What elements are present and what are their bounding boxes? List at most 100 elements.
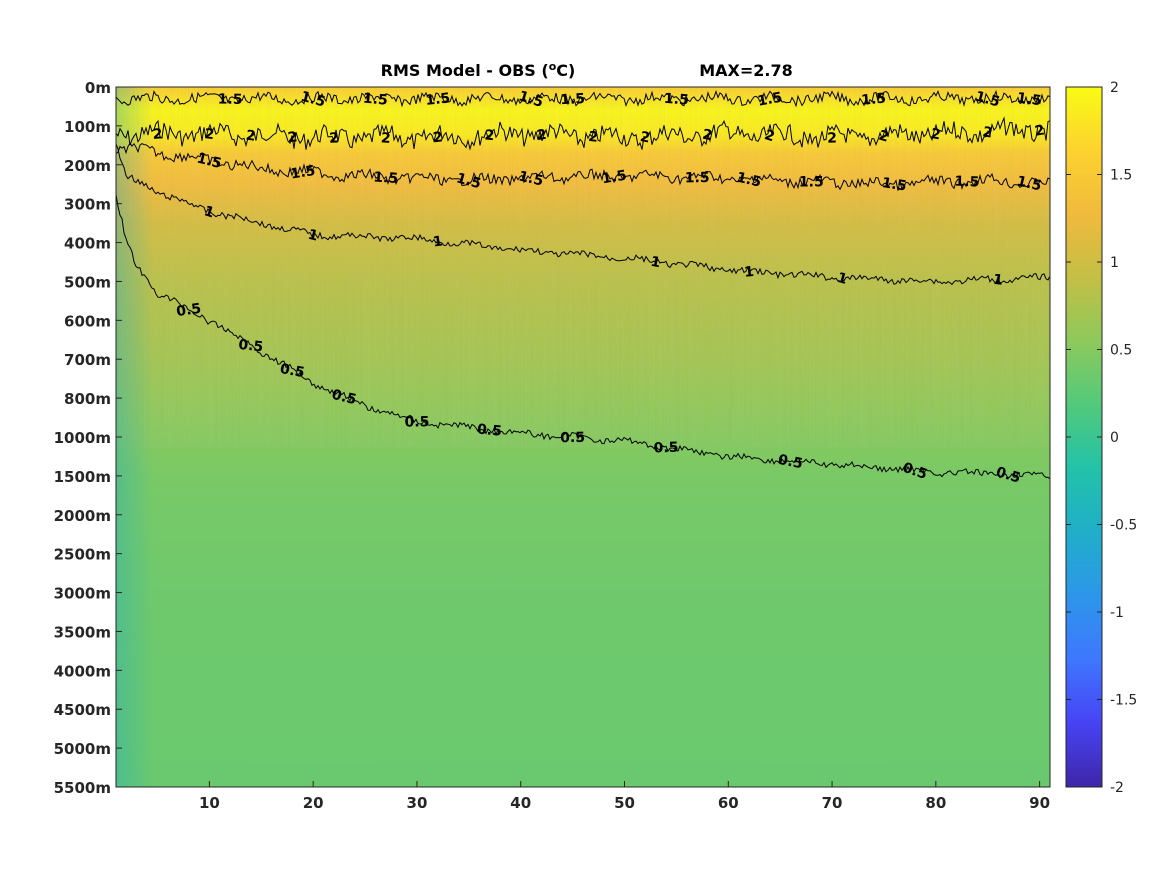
x-tick-label: 90 xyxy=(1029,794,1050,812)
depth-tick-label: 400m xyxy=(64,235,111,253)
contour-label: 1.5 xyxy=(954,174,979,191)
contour-label: 2 xyxy=(877,128,891,146)
depth-tick-label: 5000m xyxy=(54,740,111,758)
depth-tick-label: 500m xyxy=(64,273,111,291)
contour-label: 1.5 xyxy=(663,91,689,109)
contour-label: 1.5 xyxy=(799,175,824,191)
contour-label: 1 xyxy=(835,270,849,288)
colorbar: 2 1.5 1 0.5 0 -0.5 -1 -1.5 -2 xyxy=(1065,80,1137,796)
depth-tick-label: 4000m xyxy=(54,662,111,680)
contour-label: 1.5 xyxy=(973,89,1001,111)
x-tick-label: 70 xyxy=(822,794,843,812)
contour-label: 1 xyxy=(649,254,661,271)
depth-tick-label: 700m xyxy=(64,351,111,369)
contour-label: 2 xyxy=(152,126,163,142)
plot-area: 2 2 2 2 2 2 2 2 2 2 2 2 2 2 2 2 2 2 1.5 1.5 1.5 1.5 1.5 1.5 1.5 1… xyxy=(115,86,1051,788)
contour-label: 2 xyxy=(203,126,215,143)
x-tick-label: 40 xyxy=(510,794,531,812)
contour-label: 1.5 xyxy=(455,170,483,192)
colorbar-tick-label: 2 xyxy=(1110,80,1119,96)
contour-label: 0.5 xyxy=(238,337,264,356)
contour-label: 2 xyxy=(827,130,837,146)
max-value-label: MAX=2.78 xyxy=(699,61,793,80)
contour-label: 2 xyxy=(587,129,599,146)
contour-label: 1.5 xyxy=(362,91,388,109)
contour-lines: 2 2 2 2 2 2 2 2 2 2 2 2 2 2 2 2 2 2 1.5 1.5 1.5 1.5 1.5 1.5 1.5 1… xyxy=(115,88,1051,487)
contour-label: 1 xyxy=(744,264,755,281)
contour-label: 1.5 xyxy=(861,91,887,109)
contour-label: 2 xyxy=(484,127,495,144)
contour-label: 1.5 xyxy=(1016,90,1043,109)
contour-label: 0.5 xyxy=(404,414,429,430)
contour-label: 1.5 xyxy=(195,151,223,173)
contour-line-1 xyxy=(115,143,1051,286)
x-tick-label: 80 xyxy=(925,794,946,812)
contour-label: 2 xyxy=(1034,122,1046,139)
x-tick-label: 60 xyxy=(718,794,739,812)
x-tick-label: 20 xyxy=(303,794,324,812)
contour-label: 1.5 xyxy=(289,163,316,183)
contour-label: 1.5 xyxy=(1015,173,1043,194)
contour-label: 1.5 xyxy=(881,175,908,195)
contour-label: 2 xyxy=(762,127,776,145)
depth-tick-label: 300m xyxy=(64,196,111,214)
contour-label: 1.5 xyxy=(517,88,545,111)
depth-tick-label: 100m xyxy=(64,118,111,136)
contour-label: 1.5 xyxy=(373,169,399,187)
colorbar-tick-label: 1 xyxy=(1110,255,1119,271)
contour-label: 1 xyxy=(202,203,216,221)
colorbar-tick-label: -2 xyxy=(1110,780,1124,796)
contour-label: 1.5 xyxy=(425,90,451,109)
chart-title: RMS Model - OBS (oC) xyxy=(381,60,576,80)
contour-label: 2 xyxy=(380,130,391,147)
colorbar-gradient xyxy=(1065,86,1103,788)
field-left-edge-shade xyxy=(116,87,1050,787)
contour-label: 1.5 xyxy=(560,91,586,108)
contour-label: 1 xyxy=(306,227,319,245)
contour-label: 1.5 xyxy=(735,170,763,191)
contour-label: 2 xyxy=(287,129,298,146)
contour-label: 1.5 xyxy=(601,168,628,188)
contour-label: 2 xyxy=(245,128,257,145)
colorbar-tick-label: -1 xyxy=(1110,605,1124,621)
contour-label: 1 xyxy=(432,233,444,250)
contour-label: 2 xyxy=(701,127,714,145)
contour-label: 2 xyxy=(329,130,339,146)
depth-tick-label: 800m xyxy=(64,390,111,408)
contour-label: 2 xyxy=(981,124,994,142)
contour-label: 1.5 xyxy=(517,168,545,189)
depth-tick-label: 200m xyxy=(64,157,111,175)
contour-label: 2 xyxy=(929,126,941,143)
depth-tick-label: 0m xyxy=(85,79,111,97)
colorbar-tick-label: -1.5 xyxy=(1110,693,1137,709)
depth-tick-label: 3000m xyxy=(54,585,111,603)
contour-line-1_5 xyxy=(115,142,1051,191)
contour-label: 0.5 xyxy=(653,440,678,457)
contour-label: 2 xyxy=(639,129,652,147)
contour-label: 1.5 xyxy=(299,89,327,111)
colorbar-tick-label: 0.5 xyxy=(1110,343,1132,359)
contour-label: 1.5 xyxy=(685,170,710,186)
depth-tick-label: 2500m xyxy=(54,546,111,564)
depth-tick-label: 1500m xyxy=(54,468,111,486)
contour-label: 1.5 xyxy=(756,90,783,110)
contour-label: 1 xyxy=(992,272,1004,289)
contour-label: 2 xyxy=(536,127,548,144)
contour-label: 0.5 xyxy=(476,422,502,440)
depth-axis: 0m 100m 200m 300m 400m 500m 600m 700m 800m 1000m 1… xyxy=(54,79,122,797)
contour-label: 0.5 xyxy=(330,387,358,409)
x-tick-label: 10 xyxy=(199,794,220,812)
colorbar-tick-label: -0.5 xyxy=(1110,518,1137,534)
contour-label: 0.5 xyxy=(279,361,306,381)
depth-tick-label: 3500m xyxy=(54,623,111,641)
contour-label: 0.5 xyxy=(900,460,929,483)
colorbar-tick-label: 1.5 xyxy=(1110,168,1132,184)
contour-line-0_5 xyxy=(115,194,1051,480)
contour-label: 0.5 xyxy=(560,430,585,446)
contour-label: 0.5 xyxy=(175,301,202,320)
contour-line-2 xyxy=(115,116,1051,151)
depth-tick-label: 4500m xyxy=(54,701,111,719)
x-axis: 10 20 30 40 50 60 70 80 90 xyxy=(199,781,1050,812)
x-tick-label: 30 xyxy=(407,794,428,812)
